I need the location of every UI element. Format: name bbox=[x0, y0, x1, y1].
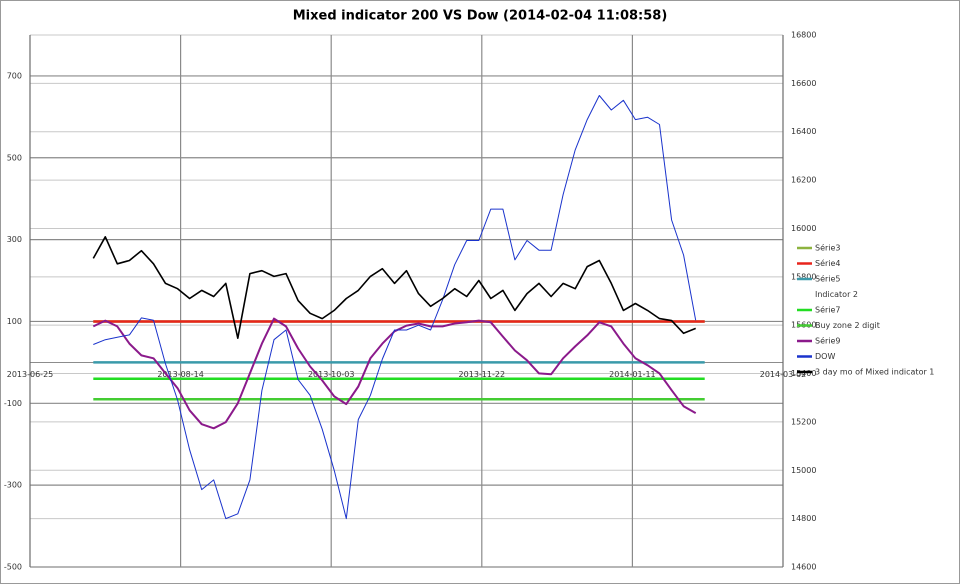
y-tick-label: 700 bbox=[7, 71, 22, 80]
x-tick-label: 2014-01-11 bbox=[609, 370, 656, 379]
y-tick-label: -300 bbox=[4, 481, 22, 490]
y2-tick-label: 15200 bbox=[791, 417, 816, 426]
y2-tick-label: 14800 bbox=[791, 514, 816, 523]
series-line bbox=[92, 317, 697, 430]
x-tick-label: 2013-10-03 bbox=[308, 370, 355, 379]
chart-title: Mixed indicator 200 VS Dow (2014-02-04 1… bbox=[293, 9, 668, 24]
y2-tick-label: 16600 bbox=[791, 79, 816, 88]
y-tick-label: 500 bbox=[7, 153, 22, 162]
y2-tick-label: 16800 bbox=[791, 31, 816, 40]
y-tick-label: 100 bbox=[7, 317, 22, 326]
legend-label: Série5 bbox=[815, 274, 841, 284]
legend-label: Série3 bbox=[815, 243, 841, 253]
y-tick-label: -100 bbox=[4, 399, 22, 408]
legend-label: 3 day mo of Mixed indicator 1 bbox=[815, 368, 934, 377]
x-tick-label: 2013-11-22 bbox=[459, 370, 506, 379]
y2-tick-label: 16400 bbox=[791, 127, 816, 136]
y2-tick-label: 15800 bbox=[791, 272, 816, 281]
legend-label: Série4 bbox=[815, 258, 841, 268]
series-line bbox=[92, 236, 697, 339]
x-tick-label: 2013-08-14 bbox=[157, 370, 204, 379]
y-tick-label: 300 bbox=[7, 235, 22, 244]
y-tick-label: -500 bbox=[4, 563, 22, 572]
y2-tick-label: 15400 bbox=[791, 369, 816, 378]
y2-tick-label: 15000 bbox=[791, 466, 816, 475]
legend-label: Buy zone 2 digit bbox=[815, 321, 880, 330]
legend-label: Série9 bbox=[815, 336, 841, 346]
y2-tick-label: 16200 bbox=[791, 176, 816, 185]
y2-tick-label: 14600 bbox=[791, 563, 816, 572]
legend-label: Série7 bbox=[815, 305, 841, 315]
legend-label: Indicator 2 bbox=[815, 290, 858, 299]
series-line bbox=[93, 95, 697, 520]
legend: Série3 Série4 Série5 Indicator 2 Série7 Buy z… bbox=[797, 243, 934, 377]
legend-label: DOW bbox=[815, 352, 835, 361]
y2-tick-label: 16000 bbox=[791, 224, 816, 233]
